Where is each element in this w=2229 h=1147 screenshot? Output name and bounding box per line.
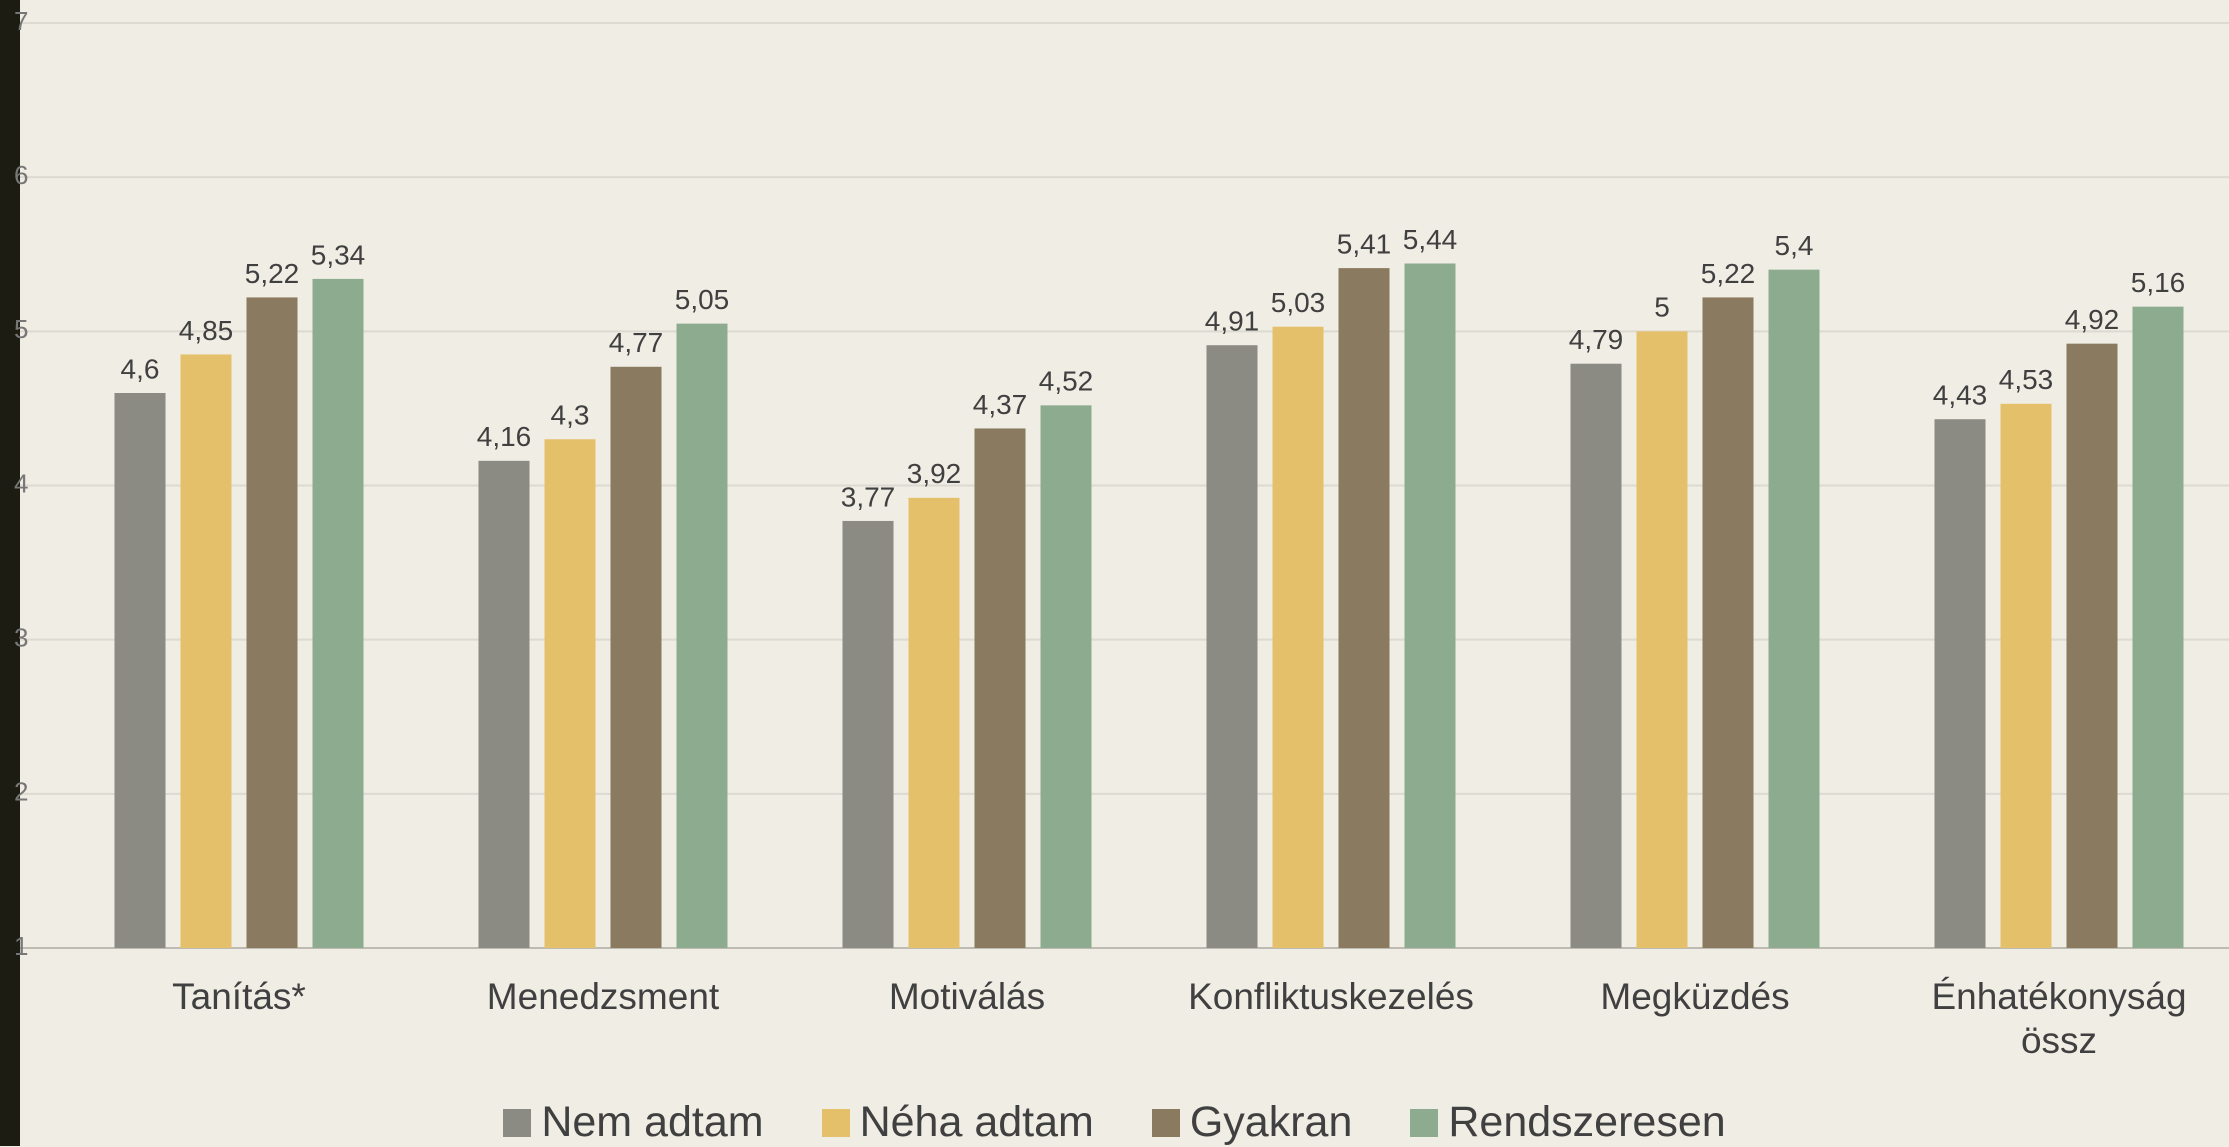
x-tick-label: Tanítás* (69, 975, 409, 1019)
x-tick-label: Konfliktuskezelés (1161, 975, 1501, 1019)
x-tick-label: Motiválás (797, 975, 1137, 1019)
bar (1041, 405, 1092, 948)
value-label: 5,03 (1271, 287, 1326, 318)
legend-label: Néha adtam (860, 1098, 1094, 1147)
bar (1769, 270, 1820, 948)
value-label: 4,16 (477, 421, 532, 452)
legend-swatch (1152, 1109, 1180, 1137)
value-label: 5,22 (1701, 258, 1756, 289)
bar (611, 367, 662, 948)
value-label: 5,41 (1337, 229, 1392, 260)
bar (1637, 331, 1688, 948)
bar (479, 461, 530, 948)
bar (843, 521, 894, 948)
page: {"chart_data": {"type": "bar", "categori… (0, 0, 2229, 1146)
value-label: 5,22 (245, 258, 300, 289)
value-label: 5,44 (1403, 224, 1458, 255)
bar (909, 498, 960, 948)
value-label: 5,34 (311, 239, 366, 270)
bar (181, 354, 232, 948)
bar (975, 428, 1026, 948)
x-tick-label: Menedzsment (433, 975, 773, 1019)
bar (1571, 364, 1622, 948)
legend-swatch (1410, 1109, 1438, 1137)
value-label: 5,4 (1775, 230, 1814, 261)
legend-swatch (503, 1109, 531, 1137)
value-label: 4,37 (973, 389, 1028, 420)
legend-item: Gyakran (1152, 1098, 1353, 1147)
bar (115, 393, 166, 948)
value-label: 4,79 (1569, 324, 1624, 355)
bar (1207, 345, 1258, 948)
value-label: 3,92 (907, 458, 962, 489)
legend-item: Néha adtam (822, 1098, 1094, 1147)
value-label: 4,85 (179, 315, 234, 346)
x-tick-label: Megküzdés (1525, 975, 1865, 1019)
legend-item: Rendszeresen (1410, 1098, 1725, 1147)
y-tick-label: 2 (14, 777, 28, 807)
legend: Nem adtam Néha adtam Gyakran Rendszeresen (0, 1098, 2229, 1147)
y-tick-label: 1 (14, 931, 28, 961)
x-tick-label: Énhatékonyság össz (1889, 975, 2229, 1063)
value-label: 5,05 (675, 284, 730, 315)
bar (1405, 264, 1456, 949)
bar (1935, 419, 1986, 948)
bar (2133, 307, 2184, 948)
value-label: 4,3 (551, 400, 590, 431)
y-tick-label: 7 (14, 6, 28, 36)
y-tick-label: 6 (14, 160, 28, 190)
legend-label: Rendszeresen (1448, 1098, 1725, 1147)
value-label: 3,77 (841, 481, 896, 512)
value-label: 4,6 (121, 353, 160, 384)
value-label: 5 (1654, 292, 1670, 323)
value-label: 5,16 (2131, 267, 2186, 298)
y-tick-label: 3 (14, 623, 28, 653)
bar (1703, 297, 1754, 948)
legend-label: Nem adtam (541, 1098, 763, 1147)
bar (2067, 344, 2118, 948)
bar (545, 439, 596, 948)
y-tick-label: 5 (14, 314, 28, 344)
bar (677, 324, 728, 948)
value-label: 4,91 (1205, 306, 1260, 337)
bar (247, 297, 298, 948)
value-label: 4,52 (1039, 366, 1094, 397)
bar (313, 279, 364, 948)
legend-label: Gyakran (1190, 1098, 1353, 1147)
value-label: 4,53 (1999, 364, 2054, 395)
value-label: 4,77 (609, 327, 664, 358)
bar (2001, 404, 2052, 948)
legend-item: Nem adtam (503, 1098, 763, 1147)
value-label: 4,43 (1933, 380, 1988, 411)
value-label: 4,92 (2065, 304, 2120, 335)
bar (1273, 327, 1324, 948)
y-tick-label: 4 (14, 468, 28, 498)
legend-swatch (822, 1109, 850, 1137)
bar (1339, 268, 1390, 948)
